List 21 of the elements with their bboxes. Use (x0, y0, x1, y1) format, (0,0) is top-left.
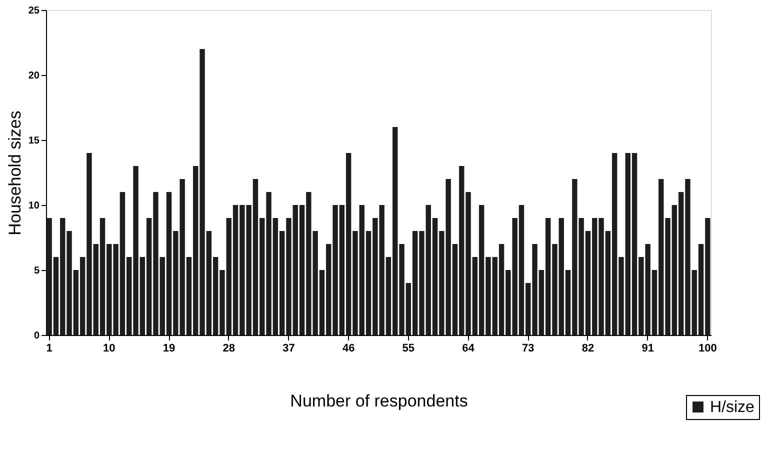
x-tick-label: 1 (46, 342, 52, 354)
x-tick-label: 37 (282, 342, 295, 354)
x-tick-label: 28 (222, 342, 235, 354)
x-tick-label: 64 (462, 342, 476, 354)
x-tick-label: 91 (642, 342, 654, 354)
x-tick-label: 10 (103, 342, 116, 354)
y-axis-title: Household sizes (5, 110, 24, 236)
y-tick-label: 25 (28, 6, 40, 16)
y-tick-label: 20 (28, 70, 40, 82)
x-axis-title: Number of respondents (290, 392, 468, 410)
y-tick-label: 10 (28, 200, 40, 212)
x-tick-label: 82 (582, 342, 594, 354)
legend-label: H/size (710, 399, 755, 416)
x-tick-label: 73 (522, 342, 534, 354)
x-tick-label: 100 (698, 342, 717, 354)
y-tick-label: 15 (28, 136, 40, 146)
y-tick-label: 0 (34, 330, 40, 342)
x-tick-label: 46 (342, 342, 355, 354)
x-tick-label: 19 (162, 342, 176, 354)
x-tick-label: 55 (402, 342, 415, 354)
y-tick-label: 5 (34, 266, 40, 276)
